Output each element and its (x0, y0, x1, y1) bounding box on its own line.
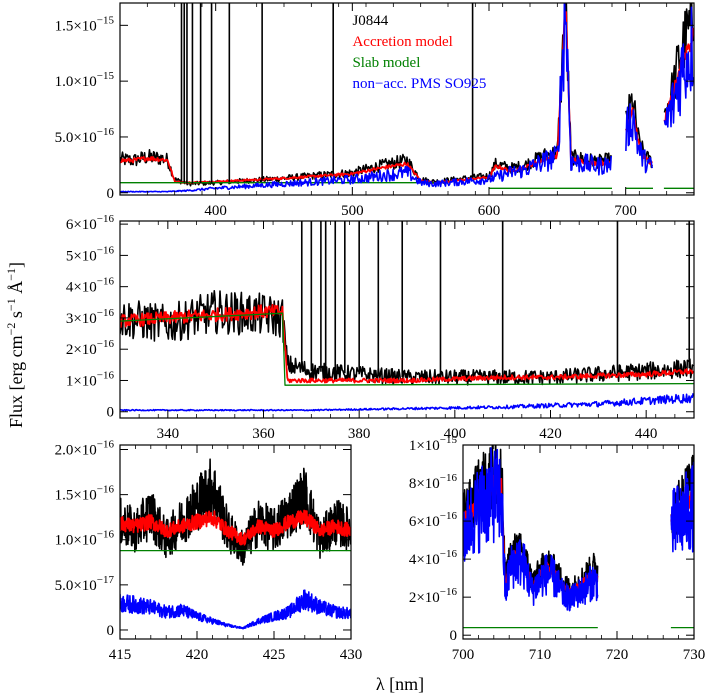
y-tick-label: 1.5×10−16 (55, 484, 115, 504)
x-tick-label: 420 (186, 647, 209, 663)
y-tick-label: 0 (107, 623, 115, 639)
y-tick-label: 2×10−16 (409, 586, 458, 606)
y-axis-label-part: −1 (4, 268, 18, 281)
y-tick-label: 6×10−16 (66, 213, 115, 233)
y-tick-label: 5×10−16 (66, 244, 115, 264)
y-tick-label: 4×10−16 (409, 548, 458, 568)
panel-top: 400 500 600 700 0 5.0×10−16 1.0×10−15 1.5×10−15… (55, 2, 695, 219)
y-tick-label: 1.5×10−15 (55, 14, 115, 34)
series-accretion (120, 509, 351, 546)
x-tick-label: 710 (529, 647, 552, 663)
panel-frame (119, 444, 352, 640)
x-tick-label: 430 (340, 647, 363, 663)
y-tick-label: 2×10−16 (66, 338, 115, 358)
plot-area (120, 221, 694, 412)
series-pms (120, 589, 351, 630)
plot-area (463, 445, 694, 629)
y-axis-label-part: −2 (4, 323, 18, 336)
y-tick-label: 0 (107, 186, 115, 202)
series-accretion (120, 303, 694, 384)
y-tick-label: 0 (107, 405, 115, 421)
panel-bottom-right: 700 710 720 730 0 2×10−16 4×10−16 6×10−16 8×10−1… (409, 434, 705, 663)
legend: J0844 Accretion model Slab model non−acc. P… (352, 13, 486, 92)
x-axis-label: λ [nm] (376, 674, 424, 694)
legend-entry: non−acc. PMS SO925 (352, 76, 486, 92)
y-axis-label-part: ] (6, 262, 26, 268)
x-tick-label: 380 (348, 426, 371, 442)
x-tick-label: 400 (444, 426, 467, 442)
x-tick-label: 440 (635, 426, 658, 442)
x-tick-label: 500 (341, 203, 364, 219)
x-tick-label: 415 (109, 647, 132, 663)
y-tick-label: 6×10−16 (409, 510, 458, 530)
x-tick-label: 700 (614, 203, 637, 219)
y-axis-label: Flux [erg cm−2 s−1 Å−1] (4, 262, 26, 428)
y-tick-label: 3×10−16 (66, 307, 115, 327)
y-tick-label: 0 (450, 628, 458, 644)
panel-frame (119, 2, 695, 196)
series-slab (120, 182, 694, 189)
y-tick-label: 1×10−16 (66, 369, 115, 389)
legend-entry: Slab model (352, 55, 420, 71)
panel-frame (462, 444, 695, 640)
x-tick-label: 400 (204, 203, 227, 219)
x-tick-label: 700 (452, 647, 475, 663)
y-tick-label: 5.0×10−16 (55, 126, 115, 146)
x-tick-label: 360 (252, 426, 275, 442)
y-axis-label-part: Å (6, 281, 26, 299)
y-axis-label-part: −1 (4, 298, 18, 311)
x-tick-label: 600 (478, 203, 501, 219)
x-tick-label: 425 (263, 647, 286, 663)
series-pms (463, 447, 694, 612)
legend-entry: Accretion model (352, 34, 452, 50)
y-tick-label: 1.0×10−15 (55, 70, 115, 90)
y-tick-label: 1×10−15 (409, 434, 458, 454)
x-tick-label: 340 (157, 426, 180, 442)
plot-area (120, 458, 351, 630)
series-pms (120, 3, 694, 193)
plot-area (120, 3, 694, 193)
x-tick-label: 720 (606, 647, 629, 663)
legend-entry: J0844 (352, 13, 388, 29)
y-tick-label: 8×10−16 (409, 472, 458, 492)
y-axis-label-part: Flux [erg cm (6, 335, 26, 428)
series-observed (120, 458, 351, 566)
x-tick-label: 730 (683, 647, 706, 663)
y-tick-label: 2.0×10−16 (55, 439, 115, 459)
series-slab (120, 312, 694, 386)
series-observed (120, 3, 694, 187)
panel-bottom-left: 415 420 425 430 0 5.0×10−17 1.0×10−16 1.5×10−16… (55, 439, 363, 663)
series-observed (120, 290, 694, 386)
panel-middle: 340 360 380 400 420 440 0 1×10−16 2×10−16 3×10−16… (66, 213, 695, 442)
y-tick-label: 4×10−16 (66, 276, 115, 296)
y-tick-label: 1.0×10−16 (55, 529, 115, 549)
series-pms (120, 393, 694, 412)
y-tick-label: 5.0×10−17 (55, 574, 115, 594)
y-axis-label-part: s (6, 311, 26, 323)
x-tick-label: 420 (539, 426, 562, 442)
